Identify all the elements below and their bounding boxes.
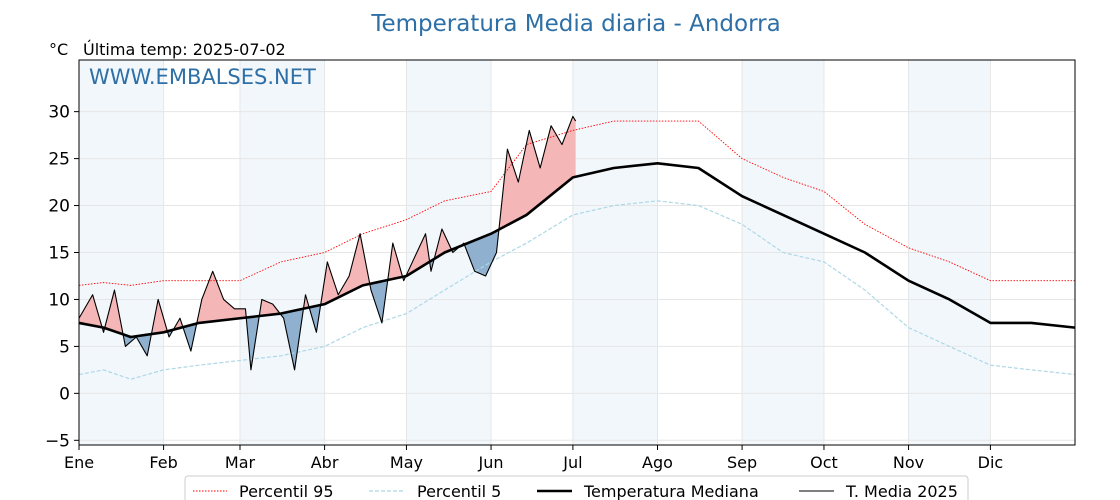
warm-anomaly-fill bbox=[79, 294, 103, 328]
warm-anomaly-fill bbox=[388, 243, 404, 281]
cold-anomaly-fill bbox=[124, 327, 153, 356]
y-tick-label: 20 bbox=[48, 197, 70, 217]
cold-anomaly-fill bbox=[370, 273, 389, 323]
series-temperatura-mediana bbox=[78, 161, 1076, 339]
legend: Percentil 95 Percentil 5 Temperatura Med… bbox=[184, 475, 969, 500]
x-tick-label-ene: Ene bbox=[64, 453, 94, 472]
legend-p5-label: Percentil 5 bbox=[417, 482, 501, 500]
warm-anomaly-fill bbox=[104, 290, 125, 340]
units-label: °C bbox=[49, 40, 68, 59]
series-percentil-5 bbox=[78, 200, 1076, 380]
y-tick-label: −5 bbox=[45, 431, 70, 451]
legend-box bbox=[184, 475, 969, 500]
warm-anomaly-fill bbox=[499, 116, 576, 230]
x-tick-label-jul: Jul bbox=[562, 453, 582, 472]
grid-lines bbox=[78, 60, 1075, 445]
warm-anomaly-fill bbox=[406, 233, 430, 276]
legend-median-label: Temperatura Mediana bbox=[583, 482, 759, 500]
x-tick-label-jun: Jun bbox=[478, 453, 504, 472]
warm-anomaly-fill bbox=[152, 299, 168, 334]
cold-anomaly-fill bbox=[280, 304, 305, 370]
y-tick-label: 15 bbox=[48, 244, 70, 264]
x-tick-label-feb: Feb bbox=[149, 453, 177, 472]
legend-p95-label: Percentil 95 bbox=[239, 482, 334, 500]
x-tick-label-may: May bbox=[390, 453, 423, 472]
warm-anomaly-fill bbox=[197, 271, 247, 325]
series-t-media-2025 bbox=[78, 115, 577, 371]
x-tick-label-oct: Oct bbox=[810, 453, 838, 472]
x-tick-label-nov: Nov bbox=[893, 453, 924, 472]
cold-anomaly-fill bbox=[465, 226, 500, 276]
x-axis: Ene Feb Mar Abr May Jun Jul Ago Sep Oct Nov Dic bbox=[64, 445, 1003, 472]
y-tick-label: 10 bbox=[48, 290, 70, 310]
warm-anomaly-fill bbox=[260, 299, 281, 316]
x-tick-label-ago: Ago bbox=[642, 453, 673, 472]
x-tick-label-dic: Dic bbox=[978, 453, 1004, 472]
y-tick-label: 25 bbox=[48, 150, 70, 170]
legend-2025-label: T. Media 2025 bbox=[845, 482, 958, 500]
x-tick-label-mar: Mar bbox=[225, 453, 256, 472]
series-percentil-95 bbox=[78, 120, 1075, 286]
warm-anomaly-fill bbox=[435, 229, 453, 259]
series-lines bbox=[78, 115, 1076, 380]
y-tick-label: 30 bbox=[48, 103, 70, 123]
x-tick-label-sep: Sep bbox=[727, 453, 757, 472]
x-tick-label-abr: Abr bbox=[311, 453, 339, 472]
chart-title: Temperatura Media diaria - Andorra bbox=[370, 11, 780, 37]
cold-anomaly-fill bbox=[246, 308, 261, 370]
y-axis: −5 0 5 10 15 20 25 30 bbox=[45, 103, 79, 451]
last-temp-label: Última temp: 2025-07-02 bbox=[83, 40, 286, 59]
watermark: WWW.EMBALSES.NET bbox=[89, 65, 316, 89]
y-tick-label: 0 bbox=[59, 384, 70, 404]
y-tick-label: 5 bbox=[59, 337, 70, 357]
